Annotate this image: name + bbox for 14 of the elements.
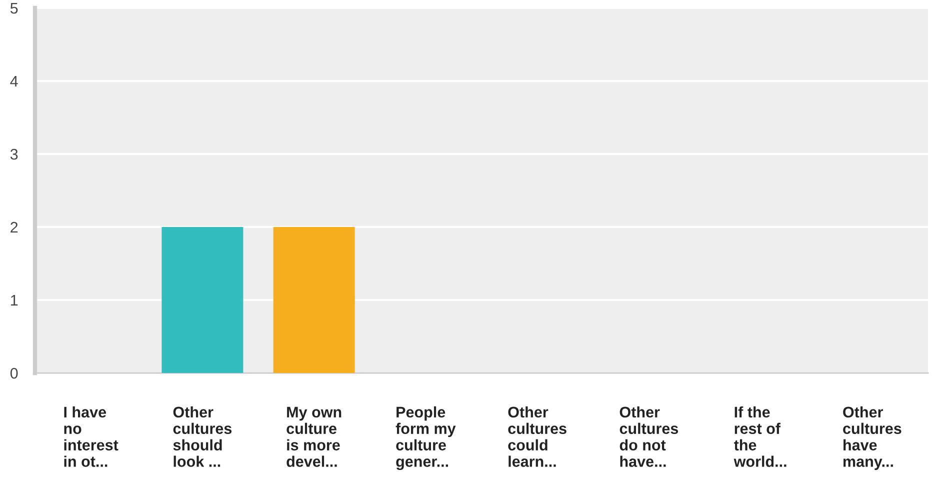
x-tick-label: My own culture is more devel... [286,406,342,467]
y-tick-label: 1 [11,295,18,306]
x-tick-label: Other cultures do not have... [620,406,678,467]
y-tick-label: 3 [10,148,18,160]
y-tick-label: 2 [10,222,18,233]
x-tick-label: If the rest of the world... [734,406,786,467]
x-tick-label: Other cultures have many... [843,406,902,470]
x-tick-label: Other cultures should look ... [173,406,232,467]
x-tick-label: Other cultures could learn... [508,406,566,467]
x-tick-label: People form my culture gener... [396,406,456,470]
y-tick-label: 5 [10,3,18,14]
x-tick-label: I have no interest in ot... [64,406,118,467]
y-tick-label: 4 [10,76,18,87]
y-tick-label: 0 [10,368,18,379]
